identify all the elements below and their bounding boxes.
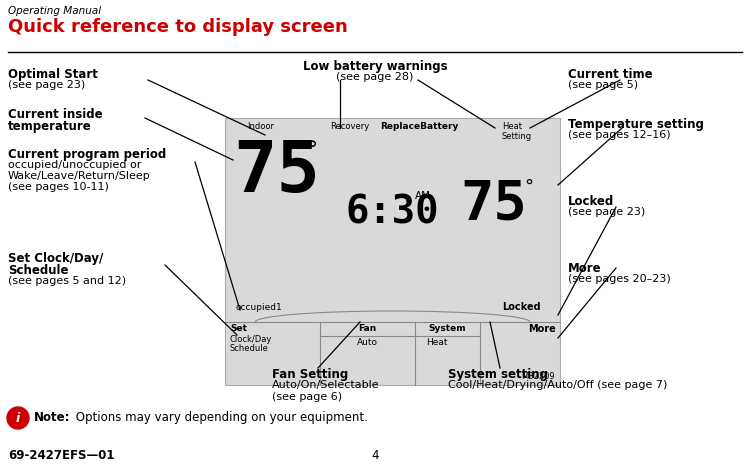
Text: M32209: M32209 [521, 372, 555, 381]
Text: AM: AM [415, 191, 431, 201]
Text: More: More [568, 262, 602, 275]
Text: (see page 28): (see page 28) [336, 72, 414, 82]
Text: i: i [16, 411, 20, 424]
Circle shape [7, 407, 29, 429]
Text: Schedule: Schedule [8, 264, 68, 277]
Text: (see pages 20–23): (see pages 20–23) [568, 274, 670, 284]
Text: Auto: Auto [357, 338, 378, 347]
Text: System setting: System setting [448, 368, 548, 381]
Text: Operating Manual: Operating Manual [8, 6, 101, 16]
Text: Cool/Heat/Drying/Auto/Off (see page 7): Cool/Heat/Drying/Auto/Off (see page 7) [448, 380, 668, 390]
Text: Current inside: Current inside [8, 108, 103, 121]
Text: temperature: temperature [8, 120, 92, 133]
Text: 75: 75 [460, 178, 526, 231]
Text: (see pages 12–16): (see pages 12–16) [568, 130, 670, 140]
Text: 69-2427EFS—01: 69-2427EFS—01 [8, 449, 115, 462]
Text: Low battery warnings: Low battery warnings [303, 60, 447, 73]
Text: Wake/Leave/Return/Sleep: Wake/Leave/Return/Sleep [8, 171, 151, 181]
Text: Heat
Setting: Heat Setting [502, 122, 532, 141]
Text: Note:: Note: [34, 411, 70, 424]
Text: Locked: Locked [502, 302, 541, 312]
Text: Current program period: Current program period [8, 148, 166, 161]
Text: ReplaceBattery: ReplaceBattery [380, 122, 458, 131]
Text: Quick reference to display screen: Quick reference to display screen [8, 18, 348, 36]
Text: (see page 6): (see page 6) [272, 392, 342, 402]
Text: 6:30: 6:30 [345, 193, 439, 231]
Text: Recovery: Recovery [330, 122, 369, 131]
Text: (see page 5): (see page 5) [568, 80, 638, 90]
Text: Heat: Heat [426, 338, 448, 347]
Text: (see pages 5 and 12): (see pages 5 and 12) [8, 276, 126, 286]
Text: Temperature setting: Temperature setting [568, 118, 704, 131]
Text: Fan Setting: Fan Setting [272, 368, 348, 381]
Text: Options may vary depending on your equipment.: Options may vary depending on your equip… [72, 411, 368, 424]
Text: Fan: Fan [358, 324, 376, 333]
Text: (see page 23): (see page 23) [8, 80, 86, 90]
Bar [225, 118, 560, 385]
Text: Locked: Locked [568, 195, 614, 208]
Text: Auto/On/Selectable: Auto/On/Selectable [272, 380, 380, 390]
Text: System: System [429, 324, 466, 333]
Text: Indoor: Indoor [247, 122, 274, 131]
Text: Clock/Day: Clock/Day [230, 335, 272, 344]
Text: Optimal Start: Optimal Start [8, 68, 98, 81]
Text: occupied/unoccupied or: occupied/unoccupied or [8, 160, 141, 170]
Text: Set Clock/Day/: Set Clock/Day/ [8, 252, 104, 265]
Text: Current time: Current time [568, 68, 652, 81]
Text: Set: Set [230, 324, 247, 333]
Text: occupied1: occupied1 [235, 303, 282, 312]
Text: More: More [528, 324, 556, 334]
Text: °: ° [524, 178, 533, 196]
Text: (see pages 10-11): (see pages 10-11) [8, 182, 109, 192]
Text: (see page 23): (see page 23) [568, 207, 645, 217]
Text: °: ° [307, 140, 318, 160]
Text: 75: 75 [233, 138, 320, 207]
Text: Schedule: Schedule [230, 344, 268, 353]
Text: 4: 4 [371, 449, 379, 462]
